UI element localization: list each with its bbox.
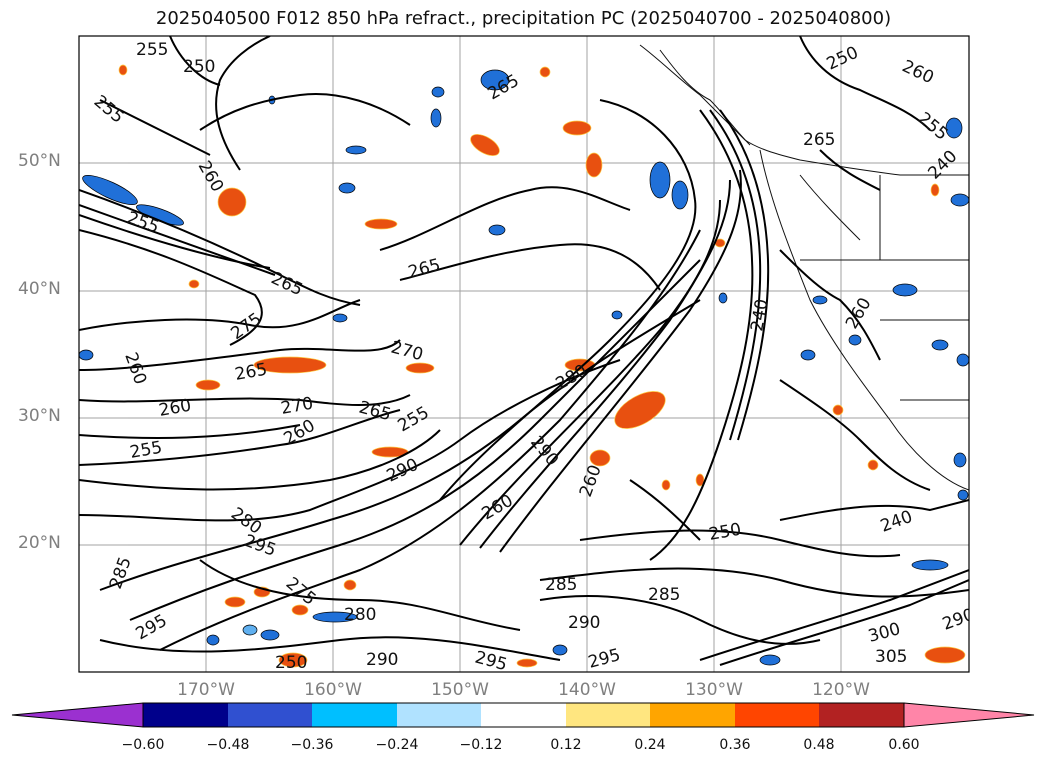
colorbar-segment [566, 703, 650, 727]
contour-label: 265 [406, 255, 443, 283]
contour-label: 240 [924, 146, 961, 183]
lon-label-140w: 140°W [558, 680, 616, 700]
coastline [639, 44, 969, 491]
colorbar-tick: 0.60 [888, 737, 920, 753]
contour-label: 295 [241, 531, 278, 561]
colorbar-tick: −0.48 [206, 737, 250, 753]
contour-label: 260 [157, 396, 192, 421]
contour-label: 260 [120, 350, 150, 387]
contour-label: 250 [275, 653, 307, 673]
colorbar-segment [228, 703, 312, 727]
contour-label: 285 [648, 585, 680, 605]
colorbar-segment [312, 703, 397, 727]
lat-label-50n: 50°N [18, 151, 61, 171]
contour-label: 270 [279, 394, 314, 419]
colorbar-extend-low [11, 702, 144, 728]
contour-label: 270 [389, 338, 426, 366]
contour-label: 265 [233, 360, 268, 385]
colorbar-tick: 0.36 [719, 737, 751, 753]
contour-label: 300 [866, 619, 903, 647]
contour-label: 290 [940, 605, 977, 635]
contour-label: 275 [282, 574, 320, 610]
contour-label: 250 [824, 43, 862, 75]
contour-label: 255 [136, 40, 168, 60]
contour-label: 295 [473, 648, 510, 676]
colorbar-segment [735, 703, 819, 727]
contour-label: 255 [914, 109, 952, 145]
colorbar-extend-high [903, 702, 1035, 728]
contour-label: 255 [90, 92, 128, 128]
contour-label: 250 [183, 57, 215, 77]
colorbar [11, 702, 1035, 728]
contour-label: 285 [545, 575, 577, 595]
contour-label: 250 [707, 520, 742, 545]
map-frame [78, 35, 970, 673]
colorbar-segment [650, 703, 735, 727]
contour-label: 260 [842, 294, 876, 332]
graticule [79, 36, 969, 672]
colorbar-segment [481, 703, 566, 727]
lon-label-170w: 170°W [177, 680, 235, 700]
lon-label-130w: 130°W [685, 680, 743, 700]
colorbar-tick: −0.12 [459, 737, 503, 753]
contour-label: 275 [227, 309, 265, 344]
contour-label: 260 [576, 462, 606, 499]
lat-label-30n: 30°N [18, 406, 61, 426]
contour-label: 260 [899, 56, 937, 88]
colorbar-tick: −0.36 [290, 737, 334, 753]
contour-label: 290 [384, 455, 422, 487]
contour-label: 265 [268, 268, 306, 300]
colorbar-segment [397, 703, 481, 727]
colorbar-tick: −0.24 [375, 737, 419, 753]
lon-label-150w: 150°W [431, 680, 489, 700]
contour-label: 240 [747, 297, 772, 332]
contour-label: 295 [586, 645, 623, 673]
lat-label-20n: 20°N [18, 533, 61, 553]
contour-label: 285 [106, 554, 136, 591]
lon-label-120w: 120°W [812, 680, 870, 700]
contour-label: 255 [395, 403, 433, 437]
contour-label: 260 [479, 491, 517, 525]
map-title: 2025040500 F012 850 hPa refract., precip… [155, 8, 892, 29]
contour-label: 265 [803, 130, 835, 150]
colorbar-segment [819, 703, 904, 727]
lat-label-40n: 40°N [18, 279, 61, 299]
contour-label: 290 [568, 613, 600, 633]
negative-precip-areas [79, 69, 969, 666]
colorbar-segment [143, 703, 228, 727]
colorbar-tick: 0.12 [550, 737, 582, 753]
colorbar-tick: 0.24 [634, 737, 666, 753]
colorbar-tick: −0.60 [121, 737, 165, 753]
refractivity-contours [79, 36, 969, 666]
contour-label: 305 [875, 647, 907, 667]
lon-label-160w: 160°W [304, 680, 362, 700]
contour-label: 290 [366, 650, 398, 670]
contour-label: 280 [344, 605, 376, 625]
contour-label: 240 [878, 507, 915, 537]
positive-precip-areas [118, 64, 966, 668]
colorbar-tick: 0.48 [803, 737, 835, 753]
